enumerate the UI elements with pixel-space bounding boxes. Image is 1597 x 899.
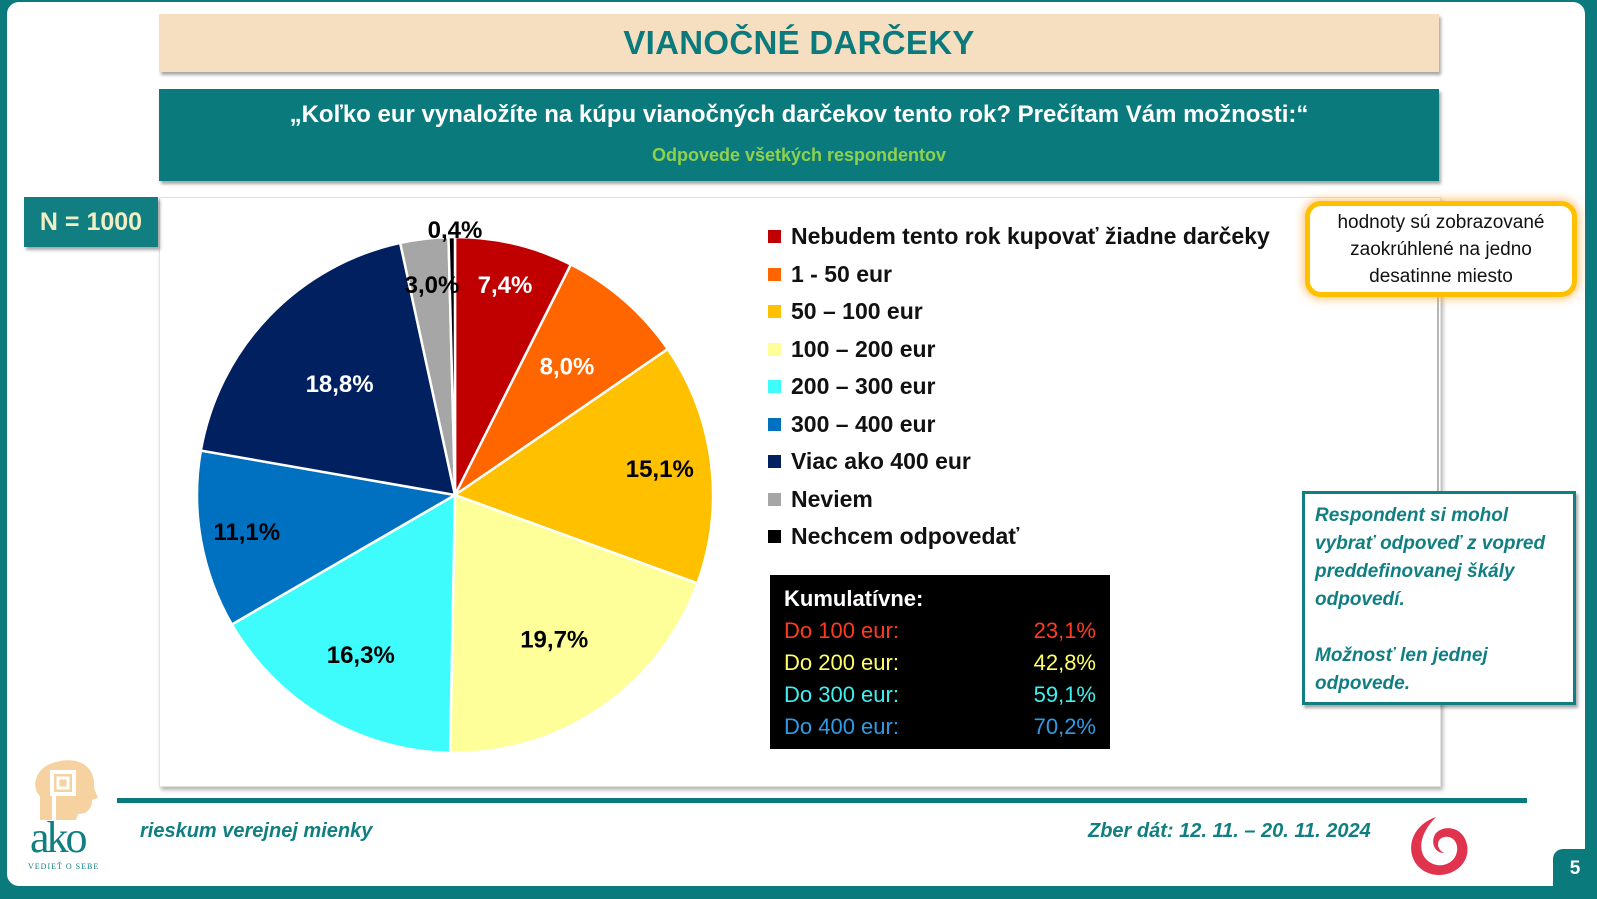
legend-swatch-icon: [768, 230, 781, 244]
legend-item: 300 – 400 eur: [768, 406, 1270, 444]
question-bar: „Koľko eur vynaložíte na kúpu vianočných…: [159, 89, 1439, 181]
sample-size-badge: N = 1000: [24, 197, 158, 247]
legend-swatch-icon: [768, 305, 781, 319]
pie-slice: [453, 262, 670, 497]
cumulative-box: Kumulatívne: Do 100 eur: 23,1% Do 200 eur:…: [770, 575, 1110, 749]
legend-swatch-icon: [768, 417, 781, 431]
footer-divider: [117, 798, 1527, 803]
pie-slice: [230, 492, 457, 755]
pie-slice-label: 7,4%: [478, 272, 533, 299]
ako-logo-tagline: VEDIEŤ O SEBE: [28, 862, 100, 871]
pie-slice: [448, 493, 700, 755]
footer-collection-date: Zber dát: 12. 11. – 20. 11. 2024: [1088, 820, 1371, 842]
survey-question: „Koľko eur vynaložíte na kúpu vianočných…: [289, 101, 1309, 128]
info-paragraph-2: Možnosť len jednej odpovede.: [1315, 645, 1488, 694]
cumulative-row: Do 300 eur: 59,1%: [784, 679, 1096, 711]
legend-item: Neviem: [768, 481, 1270, 519]
page-number-tab: 5: [1553, 849, 1597, 889]
title-bar: VIANOČNÉ DARČEKY: [159, 14, 1439, 72]
legend-label: 200 – 300 eur: [791, 373, 936, 400]
cumulative-label: Do 300 eur:: [784, 682, 899, 707]
footer-organization: rieskum verejnej mienky: [140, 820, 373, 842]
sample-size-label: N = 1000: [39, 207, 143, 236]
cumulative-label: Do 200 eur:: [784, 650, 899, 675]
legend-item: 200 – 300 eur: [768, 368, 1270, 406]
pie-labels: 7,4% 8,0% 15,1% 19,7% 16,3% 11,1% 18,8% 3,0% 0,4…: [213, 217, 693, 669]
pie-slice-label: 15,1%: [626, 456, 694, 483]
cumulative-value: 59,1%: [1033, 682, 1096, 707]
cumulative-row: Do 400 eur: 70,2%: [784, 711, 1096, 743]
pie-slice-label: 19,7%: [520, 627, 588, 654]
pie-slice: [453, 235, 573, 496]
pie-slice: [199, 241, 457, 497]
cumulative-title: Kumulatívne:: [784, 586, 924, 611]
ako-head-logo-icon: [35, 760, 98, 820]
legend-label: 300 – 400 eur: [791, 410, 936, 437]
legend-swatch-icon: [768, 492, 781, 506]
broadcaster-swirl-logo-icon: [1411, 817, 1468, 875]
legend-item: Nebudem tento rok kupovať žiadne darčeky: [768, 218, 1270, 256]
legend-label: Nechcem odpovedať: [791, 523, 1020, 550]
methodology-info-box: Respondent si mohol vybrať odpoveď z vop…: [1302, 491, 1576, 705]
page-title: VIANOČNÉ DARČEKY: [623, 24, 975, 61]
legend-swatch-icon: [768, 267, 781, 281]
legend-item: 1 - 50 eur: [768, 256, 1270, 294]
pie-slice: [447, 235, 457, 496]
divider-line: [1437, 297, 1439, 491]
legend-swatch-icon: [768, 342, 781, 356]
respondents-subtitle: Odpovede všetkých respondentov: [651, 145, 947, 165]
legend-label: 100 – 200 eur: [791, 335, 936, 362]
cumulative-value: 23,1%: [1033, 618, 1096, 643]
chart-legend: Nebudem tento rok kupovať žiadne darčeky…: [768, 218, 1270, 556]
legend-item: 50 – 100 eur: [768, 293, 1270, 331]
legend-swatch-icon: [768, 455, 781, 469]
legend-label: 50 – 100 eur: [791, 298, 923, 325]
info-paragraph-1: Respondent si mohol vybrať odpoveď z vop…: [1315, 505, 1546, 610]
pie-slices: [195, 235, 715, 755]
legend-label: Viac ako 400 eur: [791, 448, 971, 475]
legend-swatch-icon: [768, 530, 781, 544]
pie-slice-label: 16,3%: [327, 642, 395, 669]
cumulative-row: Do 200 eur: 42,8%: [784, 647, 1096, 679]
legend-item: 100 – 200 eur: [768, 331, 1270, 369]
pie-slice-label: 8,0%: [540, 354, 595, 381]
legend-swatch-icon: [768, 380, 781, 394]
pie-slice-label: 18,8%: [306, 371, 374, 398]
pie-slice-label: 3,0%: [405, 272, 460, 299]
pie-slice: [452, 347, 715, 585]
cumulative-value: 42,8%: [1033, 650, 1096, 675]
pie-slice: [195, 449, 459, 627]
cumulative-row: Do 100 eur: 23,1%: [784, 615, 1096, 647]
cumulative-value: 70,2%: [1033, 714, 1096, 739]
page-number: 5: [1569, 858, 1581, 879]
rounding-note: hodnoty sú zobrazované zaokrúhlené na je…: [1305, 201, 1577, 297]
legend-item: Nechcem odpovedať: [768, 518, 1270, 556]
cumulative-label: Do 100 eur:: [784, 618, 899, 643]
rounding-note-text: hodnoty sú zobrazované zaokrúhlené na je…: [1337, 211, 1545, 287]
ako-logo-text: ako: [30, 813, 88, 862]
cumulative-label: Do 400 eur:: [784, 714, 899, 739]
legend-item: Viac ako 400 eur: [768, 443, 1270, 481]
legend-label: Neviem: [791, 485, 873, 512]
pie-slice-label: 11,1%: [213, 519, 280, 546]
pie-slice-label: 0,4%: [428, 217, 483, 244]
legend-label: Nebudem tento rok kupovať žiadne darčeky: [791, 223, 1270, 250]
legend-label: 1 - 50 eur: [791, 260, 892, 287]
